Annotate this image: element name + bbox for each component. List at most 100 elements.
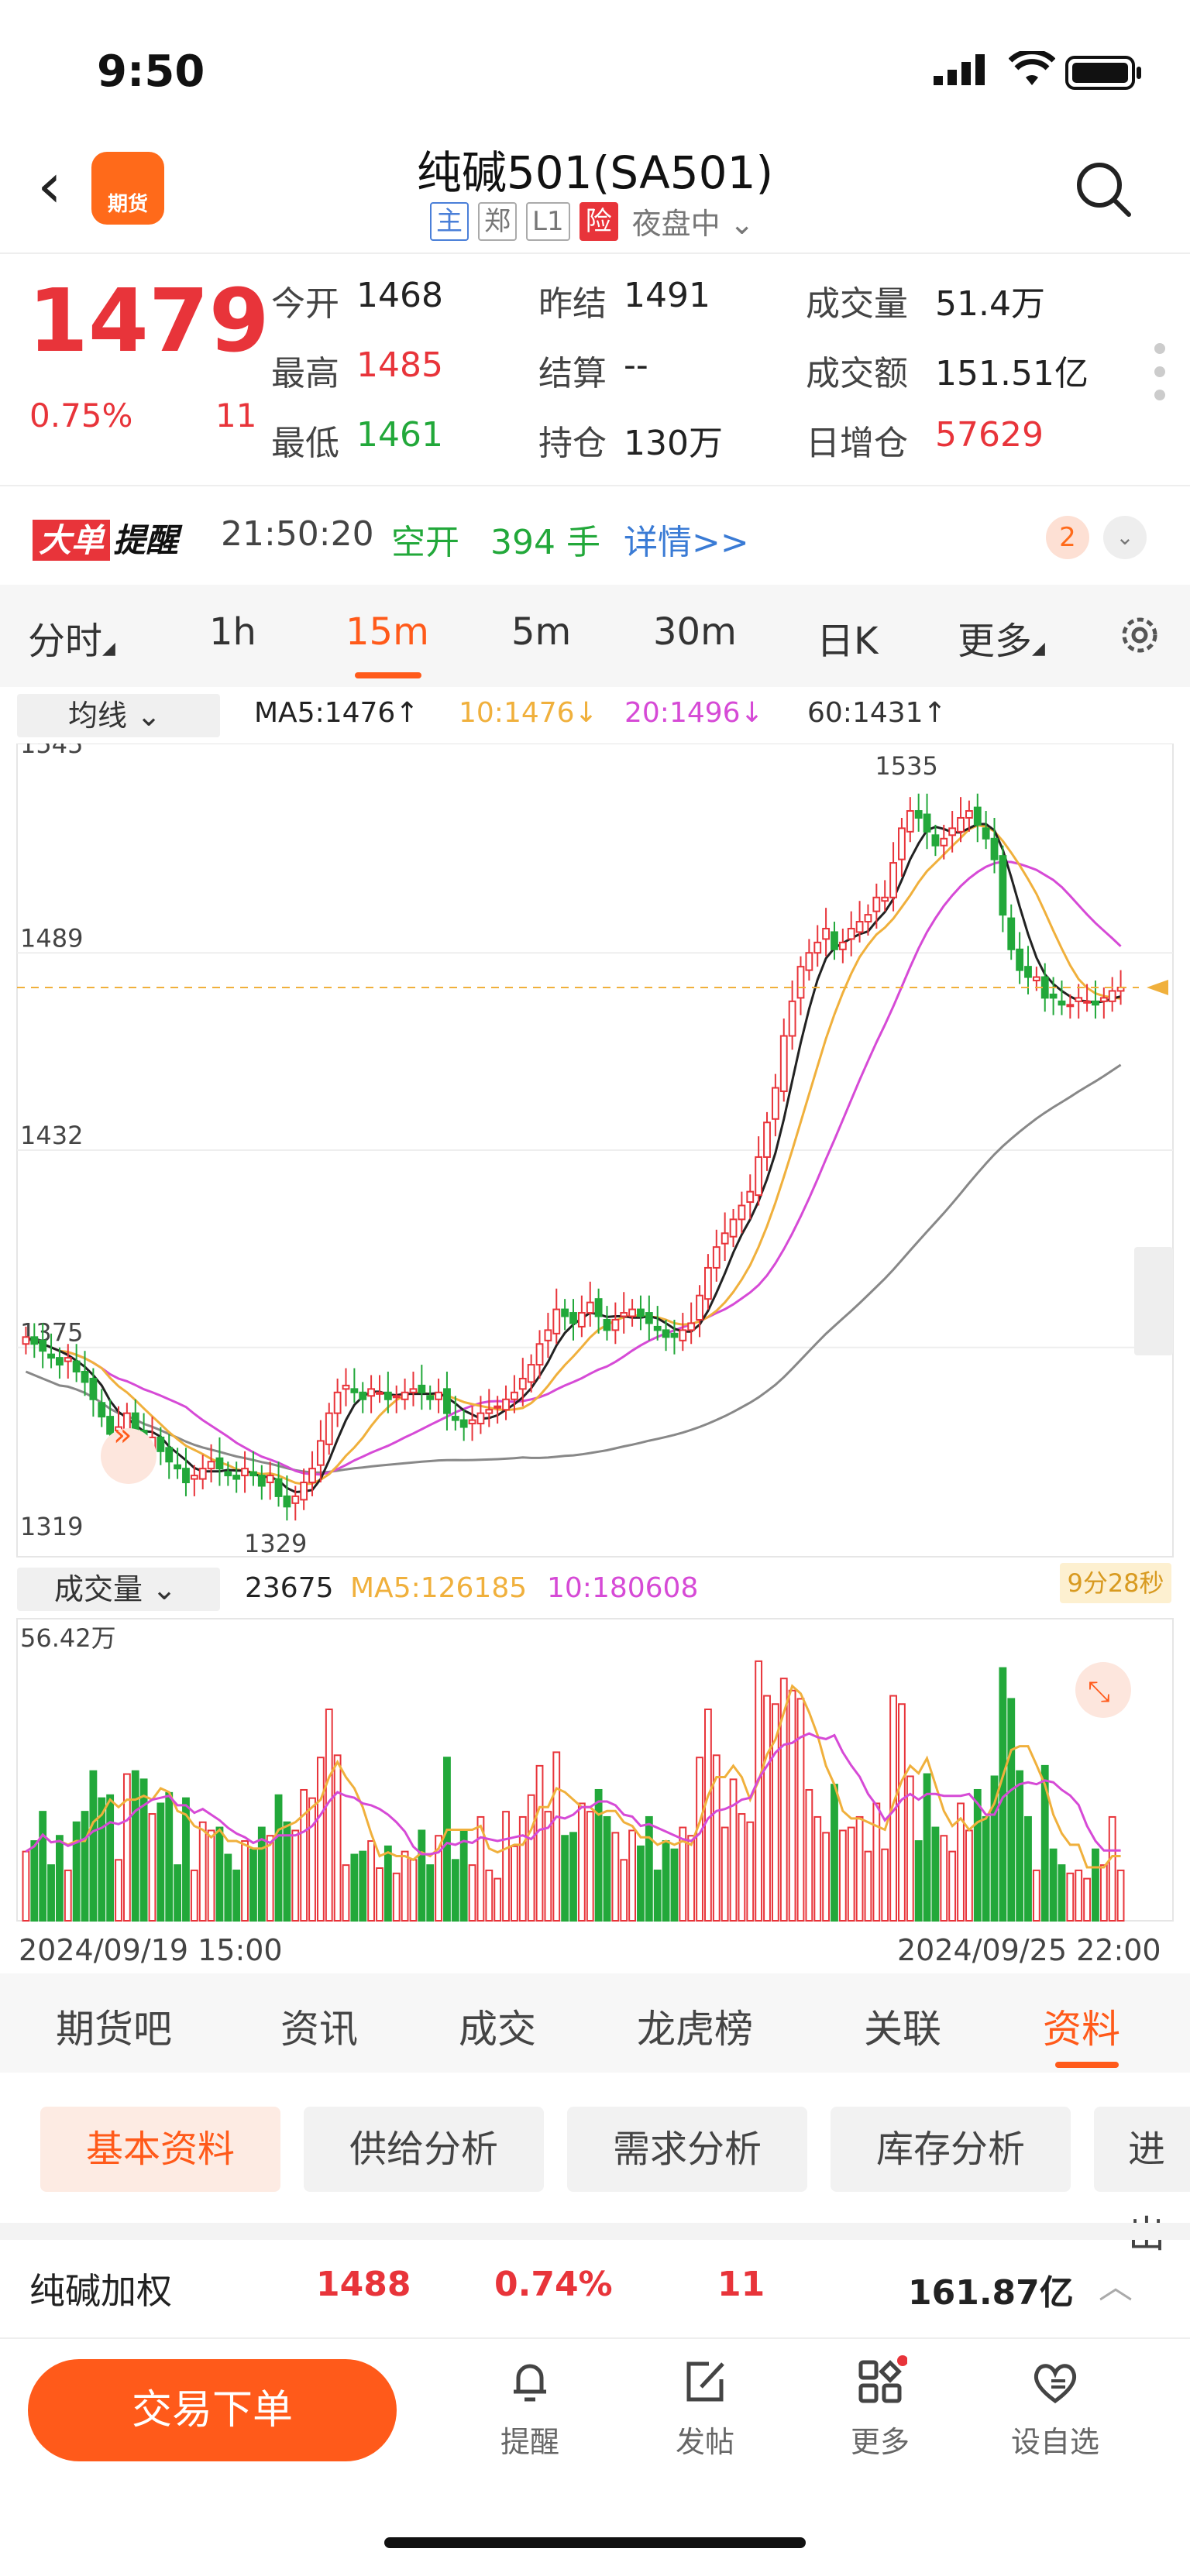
volume-bar: [1099, 1864, 1108, 1922]
nav-more[interactable]: 更多: [826, 2354, 934, 2461]
tab-info[interactable]: 资料: [1043, 2007, 1120, 2052]
candle-body: [300, 1482, 308, 1501]
tab-trades[interactable]: 成交: [459, 2007, 536, 2052]
volume-bar: [948, 1850, 957, 1922]
tab-15m[interactable]: 15m: [346, 610, 429, 654]
y-tick-label: 1489: [20, 923, 83, 953]
gear-icon[interactable]: [1116, 612, 1163, 661]
divider: [0, 2223, 1190, 2240]
section-tab-bar: [0, 1973, 1190, 2073]
chip-supply[interactable]: 供给分析: [304, 2107, 544, 2192]
nav-alert[interactable]: 提醒: [476, 2354, 584, 2461]
volume-bar: [628, 1829, 637, 1922]
notification-count-badge[interactable]: 2: [1046, 516, 1089, 559]
volume-bar: [687, 1835, 696, 1922]
candle-body: [232, 1475, 241, 1480]
candle-body: [451, 1416, 459, 1421]
volume-bar: [333, 1754, 342, 1922]
y-tick-label: 1319: [20, 1512, 83, 1541]
tab-5m[interactable]: 5m: [511, 610, 572, 654]
ma5-line: [25, 823, 1121, 1494]
tab-more[interactable]: 更多◢: [958, 610, 1045, 665]
volume-bar: [831, 1784, 838, 1922]
volume-bar: [98, 1797, 106, 1922]
tab-fenshi[interactable]: 分时◢: [28, 610, 115, 665]
volume-max-label: 56.42万: [20, 1623, 116, 1653]
volume-bar: [771, 1703, 779, 1922]
candle-body: [1108, 990, 1116, 1002]
candle-body: [923, 813, 931, 833]
volume-bar: [476, 1815, 485, 1922]
volume-bar: [409, 1859, 418, 1922]
tab-related[interactable]: 关联: [864, 2007, 941, 2052]
volume-bar: [426, 1864, 435, 1922]
tab-forum[interactable]: 期货吧: [56, 2007, 172, 2052]
candle-body: [594, 1298, 603, 1317]
candle-body: [561, 1308, 569, 1317]
volume-bar: [552, 1751, 561, 1922]
volume-bar: [485, 1869, 494, 1922]
volume-bar: [611, 1832, 620, 1922]
candle-body: [165, 1447, 174, 1463]
chip-inventory[interactable]: 库存分析: [831, 2107, 1071, 2192]
candle-body: [544, 1329, 552, 1341]
volume-bar: [653, 1869, 662, 1922]
volume-bar: [796, 1698, 805, 1922]
volume-bar: [838, 1829, 847, 1922]
candle-body: [973, 806, 982, 826]
volume-bar: [1024, 1815, 1032, 1922]
candle-body: [712, 1246, 721, 1269]
back-button[interactable]: ‹: [37, 149, 62, 222]
more-vertical-icon[interactable]: [1152, 341, 1168, 406]
grid-icon: [858, 2355, 908, 2403]
volume-bar: [594, 1788, 603, 1922]
candle-body: [156, 1436, 165, 1452]
volume-bar: [435, 1835, 442, 1922]
candle-body: [535, 1343, 544, 1366]
candle-body: [81, 1371, 89, 1383]
change-value: 11: [215, 397, 257, 434]
volume-bar: [241, 1840, 249, 1922]
volume-bar: [266, 1835, 274, 1922]
candle-body: [552, 1308, 561, 1334]
search-icon[interactable]: [1073, 159, 1135, 224]
volume-bar: [864, 1850, 872, 1922]
tag-level: L1: [526, 201, 570, 241]
weighted-index-chg: 11: [717, 2265, 765, 2304]
big-order-badge-a: 大单: [33, 520, 111, 561]
nav-watchlist[interactable]: 设自选: [1001, 2354, 1109, 2461]
nav-post[interactable]: 发帖: [651, 2354, 759, 2461]
volume-bar: [283, 1821, 291, 1922]
battery-icon: [1065, 56, 1143, 93]
volume-bar: [603, 1815, 611, 1922]
big-order-detail-link[interactable]: 详情>>: [624, 523, 749, 562]
candle-body: [687, 1322, 696, 1331]
candle-body: [56, 1357, 64, 1366]
volume-indicator-select[interactable]: 成交量 ⌄: [17, 1568, 220, 1611]
tab-daily[interactable]: 日K: [817, 620, 879, 663]
tab-leaderboard[interactable]: 龙虎榜: [637, 2007, 753, 2052]
chevron-up-icon[interactable]: ︿: [1099, 2267, 1133, 2306]
candle-body: [637, 1308, 645, 1317]
volume-bar: [973, 1788, 982, 1922]
weighted-index-name[interactable]: 纯碱加权: [29, 2270, 172, 2312]
candle-body: [940, 837, 948, 847]
volume-bar: [198, 1821, 207, 1922]
volume-bar: [957, 1802, 965, 1922]
chip-demand[interactable]: 需求分析: [567, 2107, 807, 2192]
tab-news[interactable]: 资讯: [280, 2007, 358, 2052]
session-label: 夜盘中: [631, 207, 721, 241]
tab-30m[interactable]: 30m: [653, 610, 737, 654]
tab-1h[interactable]: 1h: [209, 610, 256, 654]
trade-order-button[interactable]: 交易下单: [28, 2359, 397, 2461]
volume-bar: [696, 1757, 703, 1922]
volume-bar: [165, 1791, 174, 1922]
chevron-down-icon[interactable]: ⌄: [1103, 516, 1147, 559]
session-selector[interactable]: 夜盘中 ⌄: [632, 200, 755, 242]
open-value: 1468: [356, 276, 443, 315]
chip-basic-info[interactable]: 基本资料: [40, 2107, 280, 2192]
ma-select-label: 均线: [68, 699, 128, 733]
chip-import-export[interactable]: 进出: [1094, 2107, 1190, 2256]
ma-indicator-select[interactable]: 均线 ⌄: [17, 694, 220, 737]
